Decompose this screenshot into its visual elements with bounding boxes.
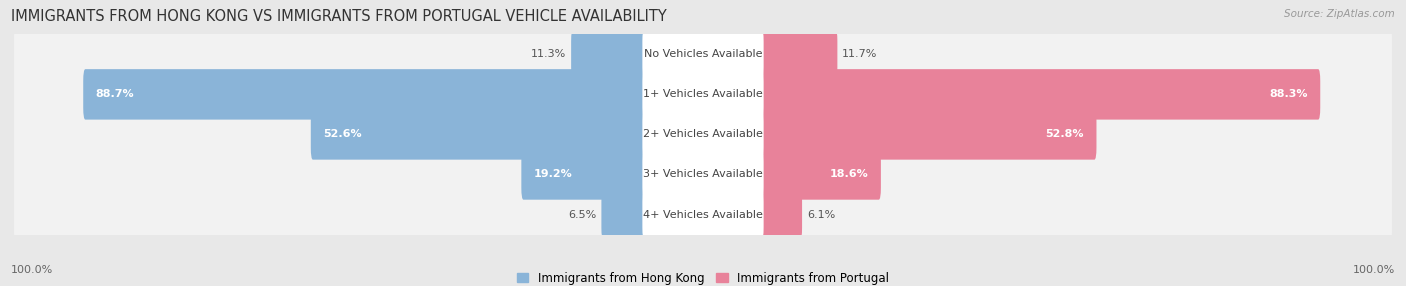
Text: 100.0%: 100.0% (11, 265, 53, 275)
Text: 11.7%: 11.7% (842, 49, 877, 59)
FancyBboxPatch shape (14, 139, 1392, 210)
FancyBboxPatch shape (759, 109, 1097, 160)
Text: 6.5%: 6.5% (568, 210, 596, 219)
Text: 11.3%: 11.3% (531, 49, 567, 59)
Text: 4+ Vehicles Available: 4+ Vehicles Available (643, 210, 763, 219)
FancyBboxPatch shape (643, 109, 763, 160)
Legend: Immigrants from Hong Kong, Immigrants from Portugal: Immigrants from Hong Kong, Immigrants fr… (516, 272, 890, 285)
FancyBboxPatch shape (14, 59, 1392, 130)
Text: 52.6%: 52.6% (323, 130, 361, 139)
Text: IMMIGRANTS FROM HONG KONG VS IMMIGRANTS FROM PORTUGAL VEHICLE AVAILABILITY: IMMIGRANTS FROM HONG KONG VS IMMIGRANTS … (11, 9, 666, 23)
Text: 88.3%: 88.3% (1270, 90, 1308, 99)
FancyBboxPatch shape (311, 109, 647, 160)
FancyBboxPatch shape (83, 69, 647, 120)
FancyBboxPatch shape (643, 189, 763, 240)
FancyBboxPatch shape (643, 69, 763, 120)
FancyBboxPatch shape (14, 19, 1392, 90)
FancyBboxPatch shape (522, 149, 647, 200)
Text: 100.0%: 100.0% (1353, 265, 1395, 275)
FancyBboxPatch shape (14, 99, 1392, 170)
FancyBboxPatch shape (759, 189, 801, 240)
Text: 1+ Vehicles Available: 1+ Vehicles Available (643, 90, 763, 99)
Text: No Vehicles Available: No Vehicles Available (644, 49, 762, 59)
Text: 52.8%: 52.8% (1046, 130, 1084, 139)
Text: 3+ Vehicles Available: 3+ Vehicles Available (643, 170, 763, 179)
FancyBboxPatch shape (14, 179, 1392, 250)
Text: Source: ZipAtlas.com: Source: ZipAtlas.com (1284, 9, 1395, 19)
Text: 2+ Vehicles Available: 2+ Vehicles Available (643, 130, 763, 139)
FancyBboxPatch shape (643, 29, 763, 80)
Text: 18.6%: 18.6% (830, 170, 869, 179)
FancyBboxPatch shape (759, 29, 838, 80)
FancyBboxPatch shape (759, 69, 1320, 120)
Text: 19.2%: 19.2% (534, 170, 572, 179)
Text: 88.7%: 88.7% (96, 90, 134, 99)
FancyBboxPatch shape (571, 29, 647, 80)
FancyBboxPatch shape (643, 149, 763, 200)
Text: 6.1%: 6.1% (807, 210, 835, 219)
FancyBboxPatch shape (602, 189, 647, 240)
FancyBboxPatch shape (759, 149, 882, 200)
